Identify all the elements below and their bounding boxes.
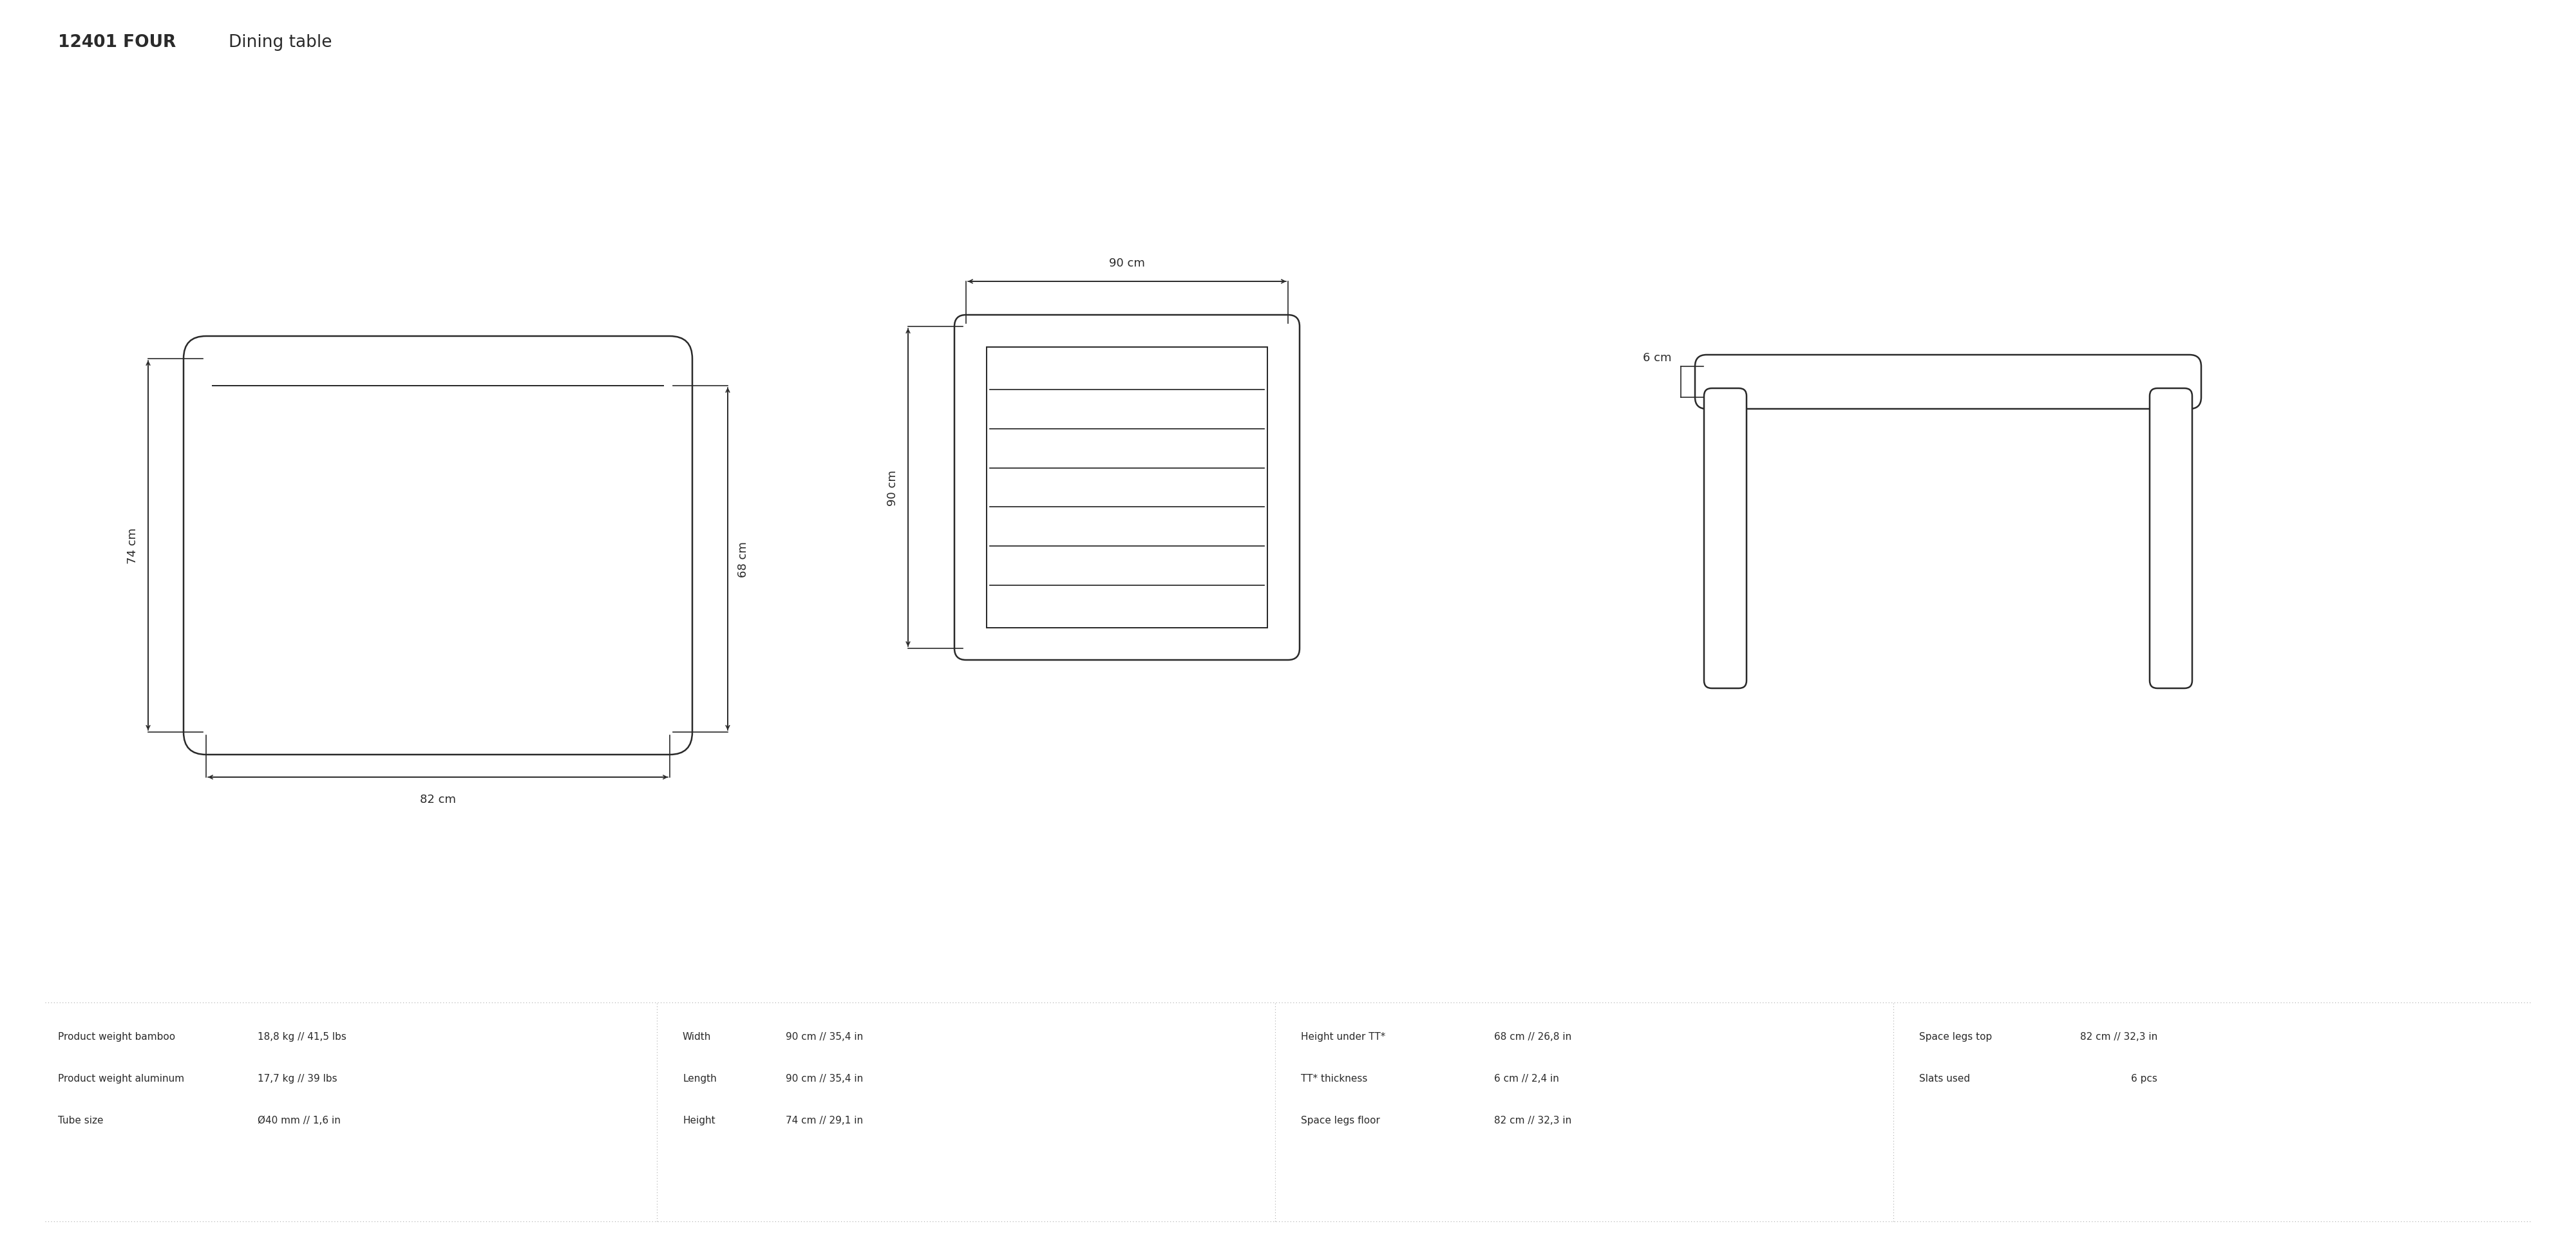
Bar [987,348,1267,627]
Text: 74 cm // 29,1 in: 74 cm // 29,1 in [786,1115,863,1125]
Text: 82 cm: 82 cm [420,794,456,805]
Text: 6 cm // 2,4 in: 6 cm // 2,4 in [1494,1074,1558,1084]
Text: 12401 FOUR: 12401 FOUR [57,34,175,50]
FancyBboxPatch shape [953,315,1301,660]
Text: Tube size: Tube size [57,1115,103,1125]
FancyBboxPatch shape [1703,388,1747,688]
FancyBboxPatch shape [183,336,693,755]
Text: 68 cm // 26,8 in: 68 cm // 26,8 in [1494,1032,1571,1041]
FancyBboxPatch shape [1695,355,2200,409]
Text: 82 cm // 32,3 in: 82 cm // 32,3 in [2079,1032,2159,1041]
Text: Space legs top: Space legs top [1919,1032,1991,1041]
Text: 68 cm: 68 cm [737,542,750,577]
Text: Width: Width [683,1032,711,1041]
Text: Product weight bamboo: Product weight bamboo [57,1032,175,1041]
Text: Space legs floor: Space legs floor [1301,1115,1381,1125]
Text: Height under TT*: Height under TT* [1301,1032,1386,1041]
Text: 18,8 kg // 41,5 lbs: 18,8 kg // 41,5 lbs [258,1032,345,1041]
Text: 90 cm // 35,4 in: 90 cm // 35,4 in [786,1032,863,1041]
Text: 82 cm // 32,3 in: 82 cm // 32,3 in [1494,1115,1571,1125]
Text: 17,7 kg // 39 lbs: 17,7 kg // 39 lbs [258,1074,337,1084]
Text: 6 pcs: 6 pcs [2130,1074,2159,1084]
Text: TT* thickness: TT* thickness [1301,1074,1368,1084]
Text: 6 cm: 6 cm [1643,352,1672,364]
Text: 90 cm // 35,4 in: 90 cm // 35,4 in [786,1074,863,1084]
Text: Product weight aluminum: Product weight aluminum [57,1074,185,1084]
Text: Slats used: Slats used [1919,1074,1971,1084]
Text: 90 cm: 90 cm [1110,257,1144,268]
Text: 90 cm: 90 cm [886,470,899,505]
Text: 74 cm: 74 cm [126,528,139,563]
Text: Length: Length [683,1074,716,1084]
Text: Ø40 mm // 1,6 in: Ø40 mm // 1,6 in [258,1115,340,1125]
FancyBboxPatch shape [2151,388,2192,688]
Text: Dining table: Dining table [229,34,332,50]
Text: Height: Height [683,1115,716,1125]
